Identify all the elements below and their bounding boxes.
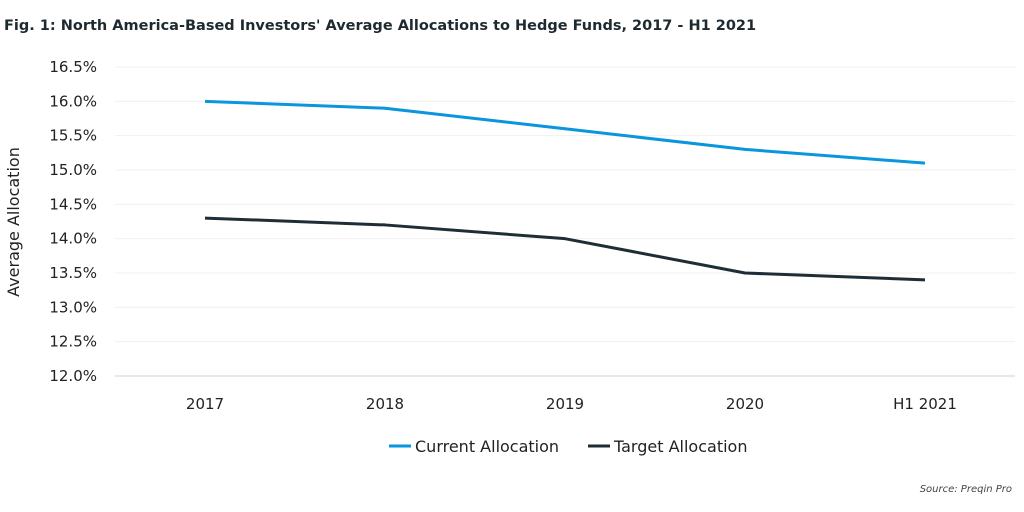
legend-label: Target Allocation — [613, 437, 747, 456]
x-tick-label: 2018 — [366, 395, 404, 413]
chart-title: Fig. 1: North America-Based Investors' A… — [4, 18, 757, 34]
y-tick-label: 13.0% — [49, 298, 97, 316]
y-tick-label: 14.0% — [49, 230, 97, 248]
y-tick-label: 15.5% — [49, 127, 97, 145]
y-tick-label: 12.5% — [49, 333, 97, 351]
y-axis-label: Average Allocation — [4, 147, 23, 297]
series-line-current-allocation — [204, 99, 926, 165]
y-tick-label: 12.0% — [49, 367, 97, 385]
y-tick-label: 16.5% — [49, 58, 97, 76]
y-tick-label: 16.0% — [49, 92, 97, 110]
x-tick-label: 2017 — [186, 395, 224, 413]
y-tick-label: 14.5% — [49, 195, 97, 213]
y-tick-label: 13.5% — [49, 264, 97, 282]
series-line-target-allocation — [204, 216, 926, 282]
x-tick-label: 2020 — [726, 395, 764, 413]
x-tick-label: H1 2021 — [893, 395, 957, 413]
y-tick-label: 15.0% — [49, 161, 97, 179]
source-note: Source: Preqin Pro — [919, 484, 1012, 495]
legend-label: Current Allocation — [415, 437, 559, 456]
x-tick-label: 2019 — [546, 395, 584, 413]
